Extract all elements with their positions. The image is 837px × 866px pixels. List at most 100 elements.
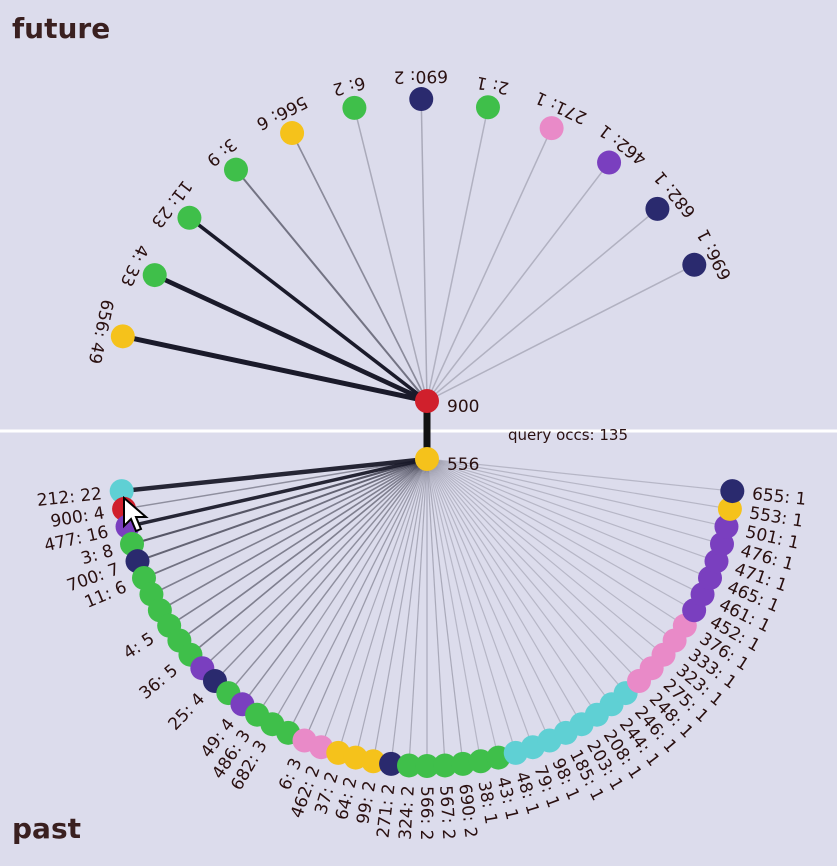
- past-edge: [355, 458, 428, 758]
- mouse-cursor-icon: [123, 496, 149, 533]
- past-edge: [372, 458, 428, 762]
- past-edge: [426, 458, 703, 595]
- past-edge: [123, 458, 428, 510]
- query-node-556[interactable]: [415, 447, 439, 471]
- past-edge: [201, 458, 428, 669]
- past-edge: [426, 458, 686, 627]
- past-edge: [214, 458, 428, 682]
- past-edge: [426, 458, 567, 734]
- past-edge: [426, 458, 717, 562]
- past-edge: [426, 458, 627, 694]
- past-edge: [426, 458, 733, 492]
- future-edge: [426, 107, 489, 402]
- past-edge: [127, 457, 428, 529]
- past-edge: [426, 458, 613, 705]
- future-edge: [426, 127, 553, 402]
- past-edge: [426, 458, 583, 725]
- past-edge: [337, 458, 428, 754]
- query-node-900[interactable]: [415, 389, 439, 413]
- past-edge: [159, 458, 428, 611]
- future-node-2-1[interactable]: [475, 95, 500, 120]
- future-edge: [426, 264, 695, 402]
- future-edge: [122, 333, 428, 404]
- query-node-556-label: 556: [447, 455, 479, 475]
- past-node-label: 4: 5: [120, 629, 158, 664]
- future-node-4-33[interactable]: [142, 263, 167, 288]
- past-node-553-1[interactable]: [717, 496, 742, 521]
- past-edge: [178, 458, 428, 642]
- future-node-label: 690: 2: [393, 66, 448, 87]
- past-node-567-2[interactable]: [432, 753, 457, 778]
- past-edge: [121, 456, 428, 494]
- future-edge: [188, 216, 429, 403]
- past-edge: [426, 458, 517, 754]
- past-edge: [256, 458, 428, 716]
- future-edge: [426, 208, 658, 402]
- future-node-label: 6: 2: [331, 72, 368, 99]
- past-edge: [426, 458, 482, 762]
- past-edge: [303, 458, 428, 741]
- past-edge: [426, 458, 653, 669]
- past-edge: [143, 458, 428, 579]
- past-edge: [426, 458, 727, 528]
- past-edge: [426, 458, 711, 579]
- past-node-271-2[interactable]: [379, 751, 404, 776]
- past-edge: [426, 458, 551, 741]
- past-edge: [426, 458, 534, 748]
- past-node-99-2[interactable]: [361, 749, 386, 774]
- past-node-label: 567: 2: [435, 785, 458, 840]
- past-node-label: 25: 4: [165, 689, 210, 734]
- query-occurrences: query occs: 135: [508, 426, 628, 444]
- past-edge: [426, 458, 499, 758]
- past-node-label: 36: 5: [136, 661, 182, 704]
- past-edge: [408, 458, 428, 766]
- past-edge: [426, 458, 695, 611]
- past-node-label: 324: 2: [396, 785, 419, 840]
- past-node-566-2[interactable]: [415, 754, 439, 778]
- future-node-656-49[interactable]: [110, 324, 135, 349]
- past-edge: [287, 458, 428, 734]
- past-edge: [426, 458, 640, 682]
- past-label: past: [12, 812, 81, 845]
- past-edge: [426, 458, 675, 641]
- future-node-682-1[interactable]: [645, 196, 670, 221]
- past-edge: [426, 458, 664, 656]
- past-edge: [137, 458, 428, 563]
- future-node-label: 2: 1: [475, 72, 511, 98]
- past-node-690-2[interactable]: [450, 751, 475, 776]
- past-node-655-1[interactable]: [720, 479, 745, 504]
- past-edge: [426, 458, 598, 716]
- future-edge: [420, 99, 428, 402]
- future-node-690-2[interactable]: [409, 87, 434, 112]
- query-node-900-label: 900: [447, 397, 479, 417]
- future-edge: [153, 272, 428, 404]
- future-node-3-9[interactable]: [223, 157, 248, 182]
- past-edge: [189, 458, 428, 656]
- past-edge: [168, 458, 428, 627]
- future-label: future: [12, 12, 111, 45]
- future-node-6-2[interactable]: [342, 95, 367, 120]
- past-edge: [227, 458, 428, 694]
- future-node-462-1[interactable]: [597, 150, 622, 175]
- future-node-271-1[interactable]: [539, 116, 564, 141]
- past-edge: [131, 457, 428, 546]
- future-edge: [291, 132, 428, 402]
- past-edge: [426, 458, 464, 764]
- future-edge: [426, 162, 610, 402]
- past-node-324-2[interactable]: [397, 753, 422, 778]
- past-edge: [390, 458, 428, 764]
- future-edge: [235, 169, 428, 402]
- past-edge: [271, 458, 428, 725]
- future-node-11-23[interactable]: [177, 205, 202, 230]
- past-edge: [241, 458, 428, 705]
- future-node-566-6[interactable]: [280, 121, 305, 146]
- past-edge: [320, 458, 428, 748]
- past-node-212-22[interactable]: [109, 479, 134, 504]
- past-edge: [426, 458, 731, 510]
- past-node-label: 566: 2: [416, 786, 436, 840]
- future-node-696-1[interactable]: [682, 252, 707, 277]
- past-edge: [151, 458, 428, 596]
- past-edge: [426, 458, 446, 766]
